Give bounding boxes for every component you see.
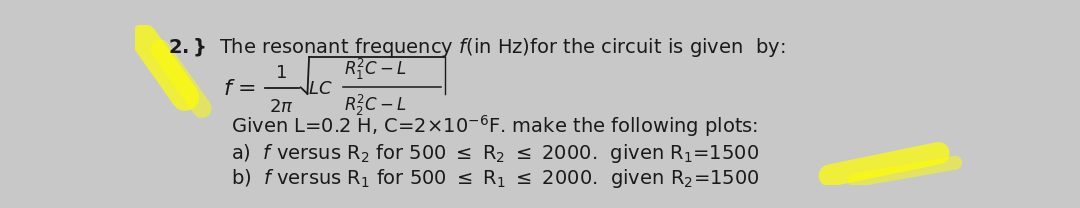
Text: $R_2^2C-L$: $R_2^2C-L$ xyxy=(345,93,407,118)
Text: a)  $\mathit{f}$ versus R$_2$ for 500 $\leq$ R$_2$ $\leq$ 2000.  given R$_1$=150: a) $\mathit{f}$ versus R$_2$ for 500 $\l… xyxy=(231,142,759,165)
Text: $LC$: $LC$ xyxy=(308,80,333,98)
Text: $2\pi$: $2\pi$ xyxy=(269,98,294,116)
Text: $\mathit{f}$ =: $\mathit{f}$ = xyxy=(222,79,256,99)
Text: 1: 1 xyxy=(275,64,287,82)
Text: b)  $\mathit{f}$ versus R$_1$ for 500 $\leq$ R$_1$ $\leq$ 2000.  given R$_2$=150: b) $\mathit{f}$ versus R$_1$ for 500 $\l… xyxy=(231,167,760,190)
Text: $\mathbf{2.\}}$  The resonant frequency $\mathit{f}$(in Hz)for the circuit is gi: $\mathbf{2.\}}$ The resonant frequency $… xyxy=(168,36,786,59)
Text: Given L=0.2 H, C=2$\times$10$^{-6}$F. make the following plots:: Given L=0.2 H, C=2$\times$10$^{-6}$F. ma… xyxy=(231,113,758,139)
Text: $R_1^2C-L$: $R_1^2C-L$ xyxy=(345,56,407,82)
